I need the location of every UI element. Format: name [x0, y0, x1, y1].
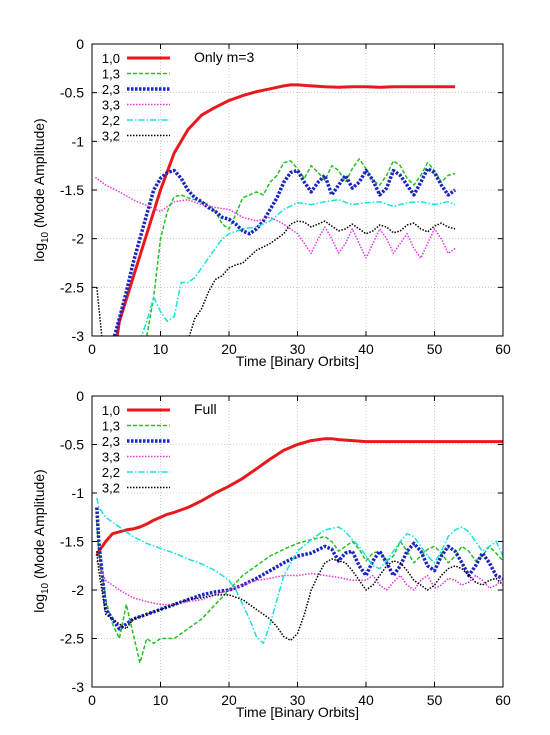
series-line-2-3: [95, 507, 503, 631]
x-tick-label: 0: [88, 692, 96, 708]
legend-label: 3,3: [102, 98, 120, 113]
legend-label: 2,2: [102, 465, 120, 480]
legend-label: 2,3: [102, 82, 120, 97]
x-tick-label: 10: [153, 692, 169, 708]
x-tick-label: 60: [495, 341, 511, 357]
series-line-1-3: [96, 522, 503, 664]
x-tick-label: 60: [495, 692, 511, 708]
legend-label: 1,0: [102, 403, 120, 418]
y-axis-label-rest: (Mode Amplitude): [31, 469, 47, 583]
series-line-1-0: [115, 83, 456, 336]
y-tick-label: -1: [72, 485, 85, 501]
x-tick-label: 40: [358, 692, 374, 708]
y-tick-label: -1.5: [60, 182, 84, 198]
x-tick-label: 50: [427, 341, 443, 357]
y-tick-label: -0.5: [60, 85, 84, 101]
x-tick-label: 40: [358, 341, 374, 357]
y-tick-label: -2: [72, 582, 85, 598]
series-line-2-2: [140, 198, 456, 336]
y-tick-label: -2: [72, 231, 85, 247]
series-group: [94, 83, 457, 336]
legend-label: 1,0: [102, 51, 120, 66]
chart-only-m3: 0 10 20 30 40 50 60 0 -0.5 -1 -1.5 -2 -2.5 -3 Time [Bi…: [31, 36, 511, 369]
series-line-3-2: [96, 220, 456, 336]
series-line-2-3: [112, 166, 457, 336]
y-tick-label: -1: [72, 133, 85, 149]
y-axis-label-log: log: [31, 594, 47, 613]
y-tick-label: 0: [76, 388, 84, 404]
x-tick-label: 30: [290, 692, 306, 708]
series-line-1-3: [146, 158, 456, 336]
y-tick-label: -2.5: [60, 631, 84, 647]
y-tick-label: -1.5: [60, 534, 84, 550]
series-line-3-3: [94, 176, 456, 259]
series-line-3-3: [96, 560, 503, 606]
legend-label: 2,2: [102, 113, 120, 128]
series-group: [95, 437, 503, 664]
legend-label: 2,3: [102, 434, 120, 449]
annotation: Only m=3: [194, 49, 255, 65]
y-axis-label-log: log: [31, 243, 47, 262]
x-tick-label: 50: [427, 692, 443, 708]
legend-label: 1,3: [102, 67, 120, 82]
series-line-1-0: [95, 437, 503, 557]
y-tick-label: -0.5: [60, 437, 84, 453]
y-axis-label-subscript: 10: [40, 231, 51, 243]
y-axis-label: log10 (Mode Amplitude): [31, 118, 51, 261]
x-tick-label: 10: [153, 341, 169, 357]
x-tick-label: 0: [88, 341, 96, 357]
x-tick-label: 30: [290, 341, 306, 357]
legend-label: 3,2: [102, 129, 120, 144]
y-axis-label-rest: (Mode Amplitude): [31, 118, 47, 232]
y-axis-label: log10 (Mode Amplitude): [31, 469, 51, 612]
legend-label: 3,2: [102, 481, 120, 496]
legend-label: 3,3: [102, 450, 120, 465]
legend-label: 1,3: [102, 419, 120, 434]
x-axis-label: Time [Binary Orbits]: [236, 704, 359, 720]
y-tick-label: 0: [76, 36, 84, 52]
chart-full: 0 10 20 30 40 50 60 0 -0.5 -1 -1.5 -2 -2.5 -3 Time [Bi…: [31, 388, 511, 720]
y-tick-label: -3: [72, 328, 85, 344]
x-tick-label: 20: [221, 341, 237, 357]
y-axis-label-subscript: 10: [40, 582, 51, 594]
y-tick-label: -2.5: [60, 279, 84, 295]
y-tick-label: -3: [72, 679, 85, 695]
series-line-2-2: [96, 497, 503, 645]
annotation: Full: [194, 401, 217, 417]
x-tick-label: 20: [221, 692, 237, 708]
series-line-3-2: [96, 551, 503, 642]
x-axis-label: Time [Binary Orbits]: [236, 353, 359, 369]
